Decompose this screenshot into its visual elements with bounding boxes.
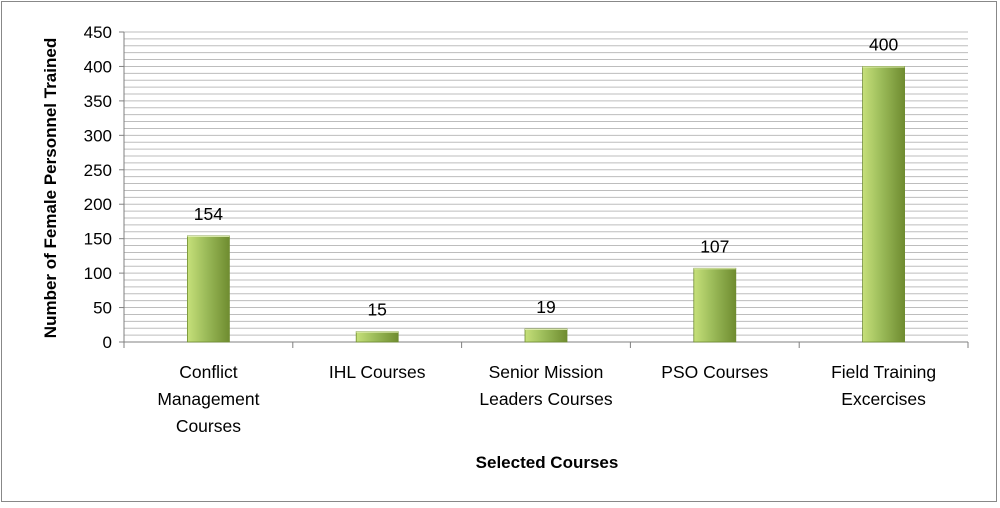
y-tick-label: 400 (84, 57, 112, 76)
data-labels: 154 15 19 107 400 (194, 34, 899, 319)
bar (186, 235, 230, 343)
data-label: 154 (194, 204, 223, 224)
y-tick-label: 250 (84, 161, 112, 180)
category-label: Conflict (179, 362, 237, 382)
data-label: 19 (536, 297, 555, 317)
y-axis-title: Number of Female Personnel Trained (41, 38, 60, 338)
bar (862, 66, 905, 343)
category-label: PSO Courses (661, 362, 768, 382)
category-labels: Conflict Management Courses IHL Courses Seni… (157, 362, 936, 436)
y-tick-label: 200 (84, 195, 112, 214)
bar (524, 328, 568, 343)
category-label: IHL Courses (329, 362, 426, 382)
gridlines (124, 31, 968, 336)
category-label: Excercises (841, 389, 926, 409)
data-label: 400 (869, 34, 898, 54)
category-label: Field Training (831, 362, 936, 382)
data-label: 107 (700, 236, 729, 256)
x-axis-title: Selected Courses (476, 453, 619, 472)
bars (186, 66, 905, 343)
y-tick-label: 100 (84, 264, 112, 283)
y-tick-label: 0 (103, 333, 112, 352)
y-tick-labels: 0 50 100 150 200 250 300 350 400 450 (84, 23, 112, 352)
bar (355, 331, 399, 343)
category-label: Leaders Courses (479, 389, 613, 409)
category-label: Senior Mission (489, 362, 604, 382)
y-tick-label: 350 (84, 92, 112, 111)
category-label: Courses (176, 416, 241, 436)
y-tick-label: 50 (93, 299, 112, 318)
y-tick-label: 150 (84, 230, 112, 249)
y-tick-label: 450 (84, 23, 112, 42)
y-tick-label: 300 (84, 126, 112, 145)
bar (693, 267, 737, 343)
data-label: 15 (367, 300, 386, 320)
category-label: Management (157, 389, 259, 409)
